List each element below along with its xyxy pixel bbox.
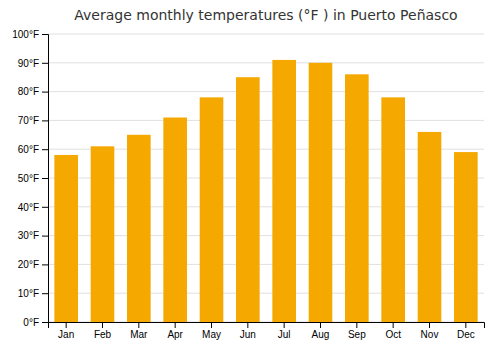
x-tick: Apr bbox=[167, 322, 183, 340]
x-tick: Jan bbox=[58, 322, 74, 340]
x-tick-label: Aug bbox=[312, 329, 330, 340]
x-tick-label: Mar bbox=[130, 329, 148, 340]
y-tick-label: 80°F bbox=[18, 86, 39, 97]
y-tick-mark bbox=[42, 34, 48, 35]
x-tick-label: Apr bbox=[167, 329, 183, 340]
y-tick-mark bbox=[42, 178, 48, 179]
x-tick-mark bbox=[175, 322, 176, 328]
y-axis: 0°F 10°F 20°F 30°F 40°F 50°F 60°F 70°F 80°F 90°F 1… bbox=[12, 29, 48, 328]
x-tick-label: Jun bbox=[240, 329, 256, 340]
x-tick-label: Dec bbox=[457, 329, 475, 340]
bar bbox=[309, 63, 333, 322]
bar bbox=[345, 74, 369, 322]
x-tick-mark bbox=[320, 322, 321, 328]
x-tick: May bbox=[202, 322, 221, 340]
y-tick-label: 90°F bbox=[18, 58, 39, 69]
bar bbox=[163, 118, 187, 322]
y-tick: 60°F bbox=[18, 144, 48, 155]
y-tick: 20°F bbox=[18, 259, 48, 270]
y-tick-mark bbox=[42, 120, 48, 121]
bar bbox=[236, 77, 260, 322]
bar bbox=[272, 60, 296, 322]
grid-line bbox=[48, 91, 484, 92]
x-tick-label: Jul bbox=[278, 329, 291, 340]
bar bbox=[127, 135, 151, 322]
y-tick-label: 40°F bbox=[18, 202, 39, 213]
y-tick-label: 50°F bbox=[18, 173, 39, 184]
bar bbox=[54, 155, 78, 322]
x-tick-mark bbox=[465, 322, 466, 328]
bar bbox=[200, 97, 224, 322]
chart-title: Average monthly temperatures (°F ) in Pu… bbox=[74, 7, 457, 23]
x-tick-mark bbox=[429, 322, 430, 328]
y-tick: 50°F bbox=[18, 173, 48, 184]
x-tick: Oct bbox=[385, 322, 401, 340]
y-tick-label: 70°F bbox=[18, 115, 39, 126]
y-tick: 0°F bbox=[23, 317, 48, 328]
y-tick-label: 60°F bbox=[18, 144, 39, 155]
chart-container: Average monthly temperatures (°F ) in Pu… bbox=[0, 0, 500, 350]
x-tick-mark bbox=[247, 322, 248, 328]
grid bbox=[48, 34, 484, 322]
bar bbox=[381, 97, 405, 322]
chart: Average monthly temperatures (°F ) in Pu… bbox=[0, 0, 500, 350]
y-tick-mark bbox=[42, 236, 48, 237]
x-tick-label: Nov bbox=[421, 329, 439, 340]
bar bbox=[418, 132, 442, 322]
x-tick: Jun bbox=[240, 322, 256, 340]
x-tick-mark bbox=[138, 322, 139, 328]
y-tick-mark bbox=[42, 322, 48, 323]
x-tick-mark bbox=[393, 322, 394, 328]
x-tick: Nov bbox=[421, 322, 439, 340]
x-axis-line bbox=[49, 323, 485, 329]
x-tick-mark bbox=[102, 322, 103, 328]
x-axis: Jan Feb Mar Apr May Jun Jul Aug Sep Oct Nov Dec bbox=[49, 322, 485, 340]
y-tick: 10°F bbox=[18, 288, 48, 299]
y-tick: 100°F bbox=[12, 29, 48, 40]
bar bbox=[91, 146, 115, 322]
y-tick: 40°F bbox=[18, 202, 48, 213]
y-axis-line bbox=[42, 35, 49, 323]
x-tick-mark bbox=[356, 322, 357, 328]
y-tick: 90°F bbox=[18, 58, 48, 69]
y-tick-label: 10°F bbox=[18, 288, 39, 299]
y-tick-mark bbox=[42, 293, 48, 294]
x-tick-mark bbox=[284, 322, 285, 328]
y-tick-label: 0°F bbox=[23, 317, 39, 328]
y-tick: 70°F bbox=[18, 115, 48, 126]
grid-line bbox=[48, 62, 484, 63]
y-tick-mark bbox=[42, 92, 48, 93]
x-tick: Jul bbox=[278, 322, 291, 340]
x-tick-label: May bbox=[202, 329, 221, 340]
x-tick: Aug bbox=[312, 322, 330, 340]
bars bbox=[54, 60, 477, 322]
x-tick: Dec bbox=[457, 322, 475, 340]
y-tick-label: 100°F bbox=[12, 29, 39, 40]
x-tick-label: Oct bbox=[385, 329, 401, 340]
grid-line bbox=[48, 34, 484, 35]
y-tick-mark bbox=[42, 207, 48, 208]
y-tick: 80°F bbox=[18, 86, 48, 97]
bar bbox=[454, 152, 478, 322]
x-tick: Sep bbox=[348, 322, 366, 340]
y-tick: 30°F bbox=[18, 230, 48, 241]
x-tick-label: Sep bbox=[348, 329, 366, 340]
x-tick: Feb bbox=[94, 322, 112, 340]
y-tick-mark bbox=[42, 264, 48, 265]
y-tick-mark bbox=[42, 149, 48, 150]
x-tick-mark bbox=[66, 322, 67, 328]
x-tick: Mar bbox=[130, 322, 148, 340]
x-tick-mark bbox=[211, 322, 212, 328]
y-tick-label: 20°F bbox=[18, 259, 39, 270]
grid-line bbox=[48, 120, 484, 121]
y-tick-label: 30°F bbox=[18, 230, 39, 241]
x-tick-label: Jan bbox=[58, 329, 74, 340]
y-tick-mark bbox=[42, 63, 48, 64]
x-tick-label: Feb bbox=[94, 329, 112, 340]
